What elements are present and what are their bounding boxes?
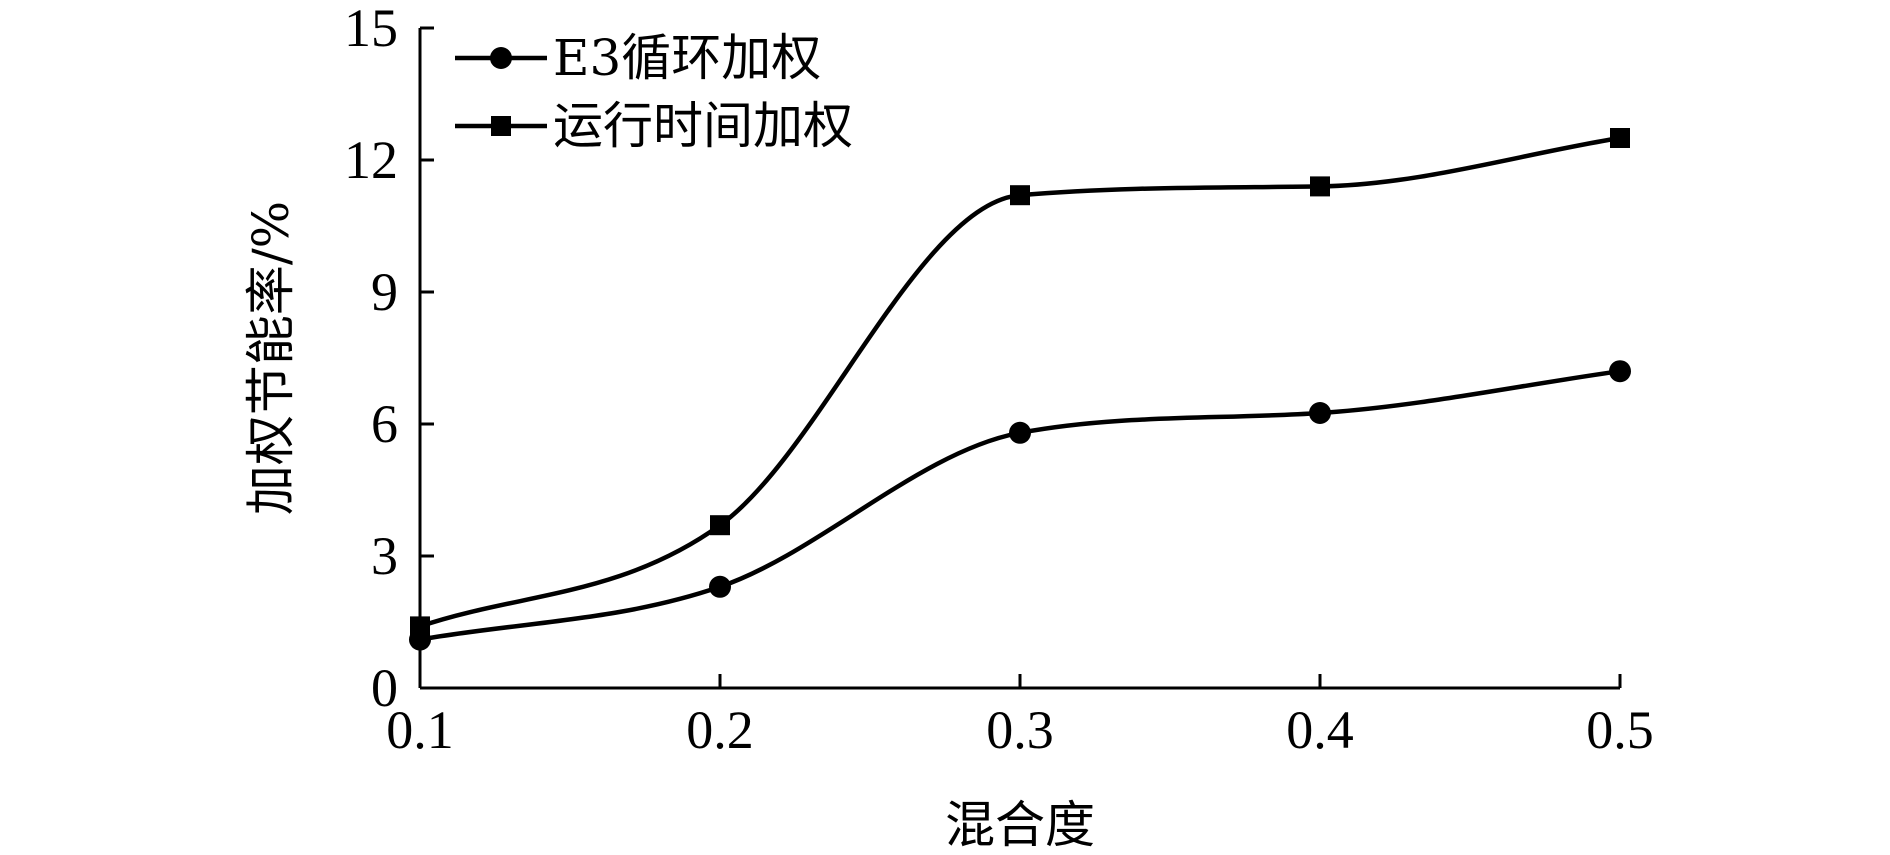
series-1 <box>409 360 1631 651</box>
data-point-square <box>1310 176 1330 197</box>
x-axis-title: 混合度 <box>945 796 1095 854</box>
x-tick-label: 0.2 <box>686 700 754 760</box>
series-layer <box>409 128 1631 651</box>
legend-label: E3循环加权 <box>553 29 821 87</box>
y-tick-label: 0 <box>371 658 398 718</box>
data-point-square <box>410 616 430 637</box>
y-tick-label: 12 <box>344 130 398 190</box>
legend-item: E3循环加权 <box>455 29 821 87</box>
data-point-square <box>1010 185 1030 206</box>
y-tick-label: 6 <box>371 394 398 454</box>
y-tick-label: 15 <box>344 0 398 58</box>
data-point-square <box>1610 128 1630 148</box>
series-2 <box>410 128 1630 637</box>
y-ticks: 0 3 6 9 12 15 <box>344 0 434 718</box>
legend-marker-square <box>491 116 511 136</box>
x-tick-label: 0.4 <box>1286 700 1354 760</box>
y-tick-label: 9 <box>371 262 398 322</box>
series-line <box>419 135 1621 629</box>
x-tick-label: 0.3 <box>986 700 1054 760</box>
data-point-circle <box>709 575 731 598</box>
legend-item: 运行时间加权 <box>455 97 853 155</box>
legend-label: 运行时间加权 <box>553 97 853 155</box>
x-tick-label: 0.1 <box>386 700 454 760</box>
data-point-circle <box>1609 360 1631 383</box>
y-tick-label: 3 <box>371 526 398 586</box>
legend-marker-circle <box>490 47 512 69</box>
x-ticks: 0.1 0.2 0.3 0.4 0.5 <box>386 674 1654 760</box>
y-axis-title: 加权节能率/% <box>242 201 300 515</box>
data-point-circle <box>1309 402 1331 424</box>
x-tick-label: 0.5 <box>1586 700 1654 760</box>
data-point-square <box>710 515 730 536</box>
data-point-circle <box>1009 421 1031 444</box>
series-line <box>419 368 1621 642</box>
